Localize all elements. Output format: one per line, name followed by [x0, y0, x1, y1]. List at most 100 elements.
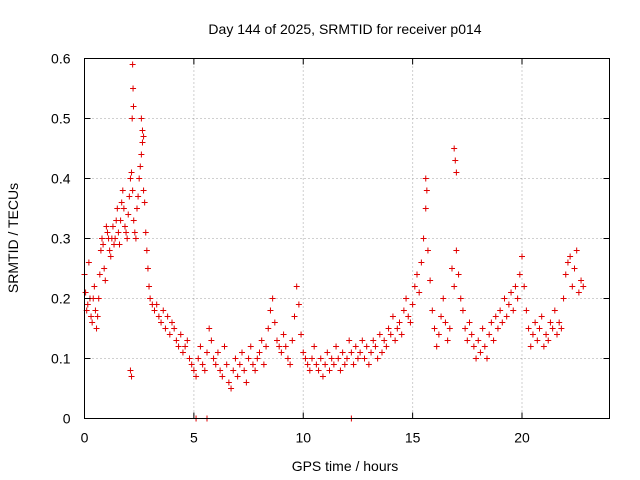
data-point	[210, 355, 217, 362]
data-point	[160, 307, 167, 314]
data-point	[128, 169, 135, 176]
data-point	[385, 325, 392, 332]
data-point	[423, 187, 430, 194]
data-point	[484, 355, 490, 362]
data-point	[403, 295, 410, 302]
data-point	[263, 343, 270, 350]
data-point	[398, 331, 405, 338]
data-point	[501, 295, 508, 302]
data-point	[217, 367, 224, 374]
data-point	[208, 337, 215, 344]
data-point	[140, 187, 147, 194]
data-point	[468, 331, 475, 338]
data-point	[118, 199, 125, 206]
data-point	[545, 337, 552, 344]
data-point	[84, 301, 91, 308]
data-point	[88, 313, 95, 320]
data-point	[158, 319, 165, 326]
data-point	[414, 271, 420, 278]
data-point	[405, 313, 412, 320]
data-point	[538, 313, 545, 320]
data-point	[221, 343, 228, 350]
data-point	[258, 337, 265, 344]
data-point	[219, 373, 226, 380]
data-point	[106, 247, 113, 254]
y-tick-label: 0.1	[51, 351, 71, 367]
data-point	[274, 337, 280, 344]
data-point	[101, 265, 108, 272]
data-point	[486, 331, 493, 338]
data-point	[475, 337, 482, 344]
data-point	[179, 349, 186, 356]
data-point	[569, 283, 576, 290]
data-point	[212, 361, 219, 368]
data-point	[452, 157, 459, 164]
data-point	[94, 313, 101, 320]
data-point	[188, 361, 195, 368]
data-point	[344, 355, 350, 362]
y-tick-label: 0.6	[51, 51, 71, 67]
data-point	[379, 349, 385, 356]
data-point	[193, 373, 200, 380]
data-point	[124, 235, 131, 242]
y-axis-label: SRMTID / TECUs	[5, 183, 21, 293]
data-point	[459, 307, 466, 314]
data-point	[256, 349, 263, 356]
data-point	[146, 283, 153, 290]
data-point	[438, 313, 445, 320]
data-point	[276, 343, 283, 350]
data-point	[306, 367, 313, 374]
data-point	[317, 355, 324, 362]
data-point	[95, 295, 102, 302]
data-point	[505, 301, 512, 308]
data-point	[197, 343, 204, 350]
data-point	[422, 175, 429, 182]
data-point	[136, 175, 143, 182]
x-axis-label: GPS time / hours	[292, 458, 399, 474]
data-point	[214, 349, 221, 356]
data-point	[153, 301, 160, 308]
data-point	[245, 355, 252, 362]
data-point	[107, 253, 114, 260]
data-point	[199, 361, 206, 368]
data-point	[260, 361, 267, 368]
data-point	[129, 187, 136, 194]
data-point	[201, 367, 208, 374]
data-point	[225, 379, 232, 386]
data-point	[352, 343, 359, 350]
data-point	[470, 343, 477, 350]
data-point	[97, 247, 104, 254]
data-point	[295, 301, 302, 308]
data-point	[132, 235, 139, 242]
data-point	[328, 355, 335, 362]
x-tick-label: 5	[190, 430, 198, 446]
data-point	[184, 337, 191, 344]
data-point	[396, 319, 403, 326]
data-point	[435, 331, 442, 338]
data-point	[127, 175, 134, 182]
data-point	[120, 205, 127, 212]
data-point	[90, 295, 97, 302]
data-point	[140, 133, 147, 140]
data-point	[361, 355, 368, 362]
data-point	[111, 241, 118, 248]
data-point	[527, 343, 534, 350]
data-point	[131, 229, 138, 236]
data-point	[534, 337, 541, 344]
data-point	[249, 361, 256, 368]
data-point	[289, 337, 296, 344]
data-point	[429, 307, 436, 314]
data-point	[143, 247, 150, 254]
data-point	[115, 229, 122, 236]
data-point	[243, 379, 250, 386]
data-point	[313, 361, 320, 368]
chart-title: Day 144 of 2025, SRMTID for receiver p01…	[208, 21, 481, 37]
data-point	[400, 307, 407, 314]
data-point	[326, 367, 333, 374]
data-point	[114, 205, 121, 212]
data-point	[571, 265, 578, 272]
data-point	[451, 283, 458, 290]
data-point	[499, 319, 506, 326]
data-point	[389, 313, 396, 320]
data-point	[298, 331, 305, 338]
